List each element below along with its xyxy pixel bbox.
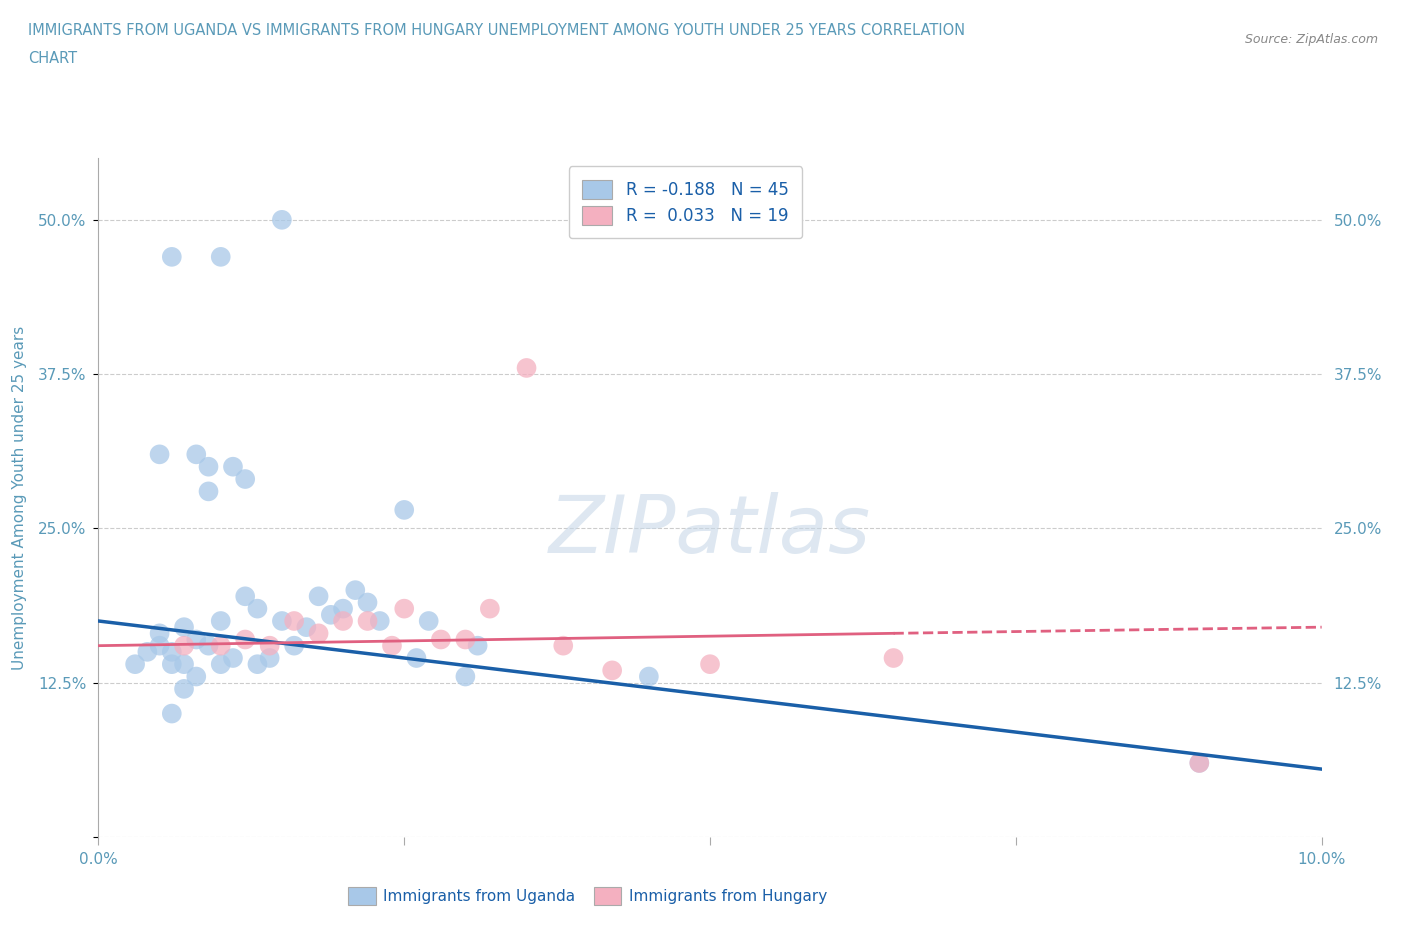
Point — [186, 447, 208, 462]
Point — [209, 614, 232, 629]
Point — [332, 614, 354, 629]
Text: Source: ZipAtlas.com: Source: ZipAtlas.com — [1244, 33, 1378, 46]
Point — [197, 459, 219, 474]
Point — [259, 638, 281, 653]
Point — [222, 651, 245, 666]
Point — [186, 632, 208, 647]
Point — [356, 595, 378, 610]
Point — [259, 651, 281, 666]
Point — [160, 644, 183, 659]
Point — [1188, 755, 1211, 770]
Point — [308, 626, 330, 641]
Text: ZIPatlas: ZIPatlas — [548, 493, 872, 570]
Point — [516, 361, 538, 376]
Point — [124, 657, 146, 671]
Point — [405, 651, 427, 666]
Point — [356, 614, 378, 629]
Point — [883, 651, 905, 666]
Point — [368, 614, 391, 629]
Point — [392, 502, 416, 517]
Text: CHART: CHART — [28, 51, 77, 66]
Point — [418, 614, 440, 629]
Legend: Immigrants from Uganda, Immigrants from Hungary: Immigrants from Uganda, Immigrants from … — [342, 881, 834, 910]
Point — [160, 657, 183, 671]
Point — [381, 638, 404, 653]
Point — [467, 638, 489, 653]
Point — [637, 669, 661, 684]
Point — [186, 669, 208, 684]
Point — [149, 638, 172, 653]
Point — [430, 632, 453, 647]
Point — [454, 669, 477, 684]
Point — [270, 212, 292, 227]
Point — [246, 601, 269, 616]
Point — [246, 657, 269, 671]
Text: IMMIGRANTS FROM UGANDA VS IMMIGRANTS FROM HUNGARY UNEMPLOYMENT AMONG YOUTH UNDER: IMMIGRANTS FROM UGANDA VS IMMIGRANTS FRO… — [28, 23, 966, 38]
Point — [173, 619, 195, 634]
Point — [283, 638, 305, 653]
Point — [160, 706, 183, 721]
Point — [197, 638, 219, 653]
Point — [149, 626, 172, 641]
Point — [233, 472, 256, 486]
Point — [332, 601, 354, 616]
Point — [233, 632, 256, 647]
Point — [160, 249, 183, 264]
Point — [173, 682, 195, 697]
Point — [209, 657, 232, 671]
Point — [699, 657, 721, 671]
Point — [136, 644, 159, 659]
Point — [270, 614, 292, 629]
Point — [454, 632, 477, 647]
Point — [1188, 755, 1211, 770]
Point — [149, 447, 172, 462]
Point — [173, 638, 195, 653]
Y-axis label: Unemployment Among Youth under 25 years: Unemployment Among Youth under 25 years — [13, 326, 27, 670]
Point — [392, 601, 416, 616]
Point — [283, 614, 305, 629]
Point — [319, 607, 342, 622]
Point — [308, 589, 330, 604]
Point — [553, 638, 575, 653]
Point — [222, 459, 245, 474]
Point — [233, 589, 256, 604]
Point — [478, 601, 501, 616]
Point — [344, 583, 367, 598]
Point — [173, 657, 195, 671]
Point — [295, 619, 318, 634]
Point — [209, 249, 232, 264]
Point — [209, 638, 232, 653]
Point — [600, 663, 623, 678]
Point — [197, 484, 219, 498]
